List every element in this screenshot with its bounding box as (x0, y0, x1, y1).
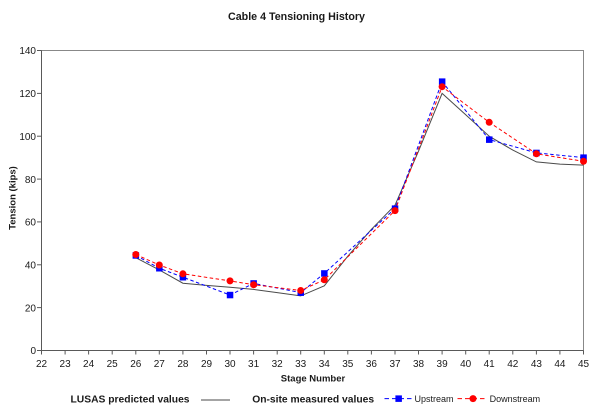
svg-text:Downstream: Downstream (490, 394, 541, 404)
svg-text:On-site measured values: On-site measured values (252, 395, 374, 406)
svg-text:60: 60 (25, 218, 37, 229)
svg-text:33: 33 (295, 359, 307, 370)
svg-text:43: 43 (531, 359, 543, 370)
svg-text:42: 42 (507, 359, 519, 370)
svg-text:0: 0 (30, 346, 36, 357)
svg-text:30: 30 (224, 359, 236, 370)
svg-text:45: 45 (578, 359, 590, 370)
svg-text:44: 44 (554, 359, 566, 370)
svg-text:37: 37 (389, 359, 401, 370)
svg-text:Cable 4 Tensioning History: Cable 4 Tensioning History (228, 11, 365, 23)
svg-text:120: 120 (19, 89, 36, 100)
svg-text:29: 29 (201, 359, 213, 370)
svg-text:23: 23 (60, 359, 72, 370)
svg-text:40: 40 (460, 359, 472, 370)
svg-text:40: 40 (25, 261, 37, 272)
svg-text:32: 32 (272, 359, 284, 370)
svg-text:28: 28 (177, 359, 189, 370)
svg-text:38: 38 (413, 359, 425, 370)
svg-text:Stage Number: Stage Number (281, 374, 346, 385)
svg-text:31: 31 (248, 359, 260, 370)
svg-text:36: 36 (366, 359, 378, 370)
svg-text:41: 41 (484, 359, 496, 370)
svg-text:25: 25 (107, 359, 119, 370)
svg-text:20: 20 (25, 303, 37, 314)
svg-text:34: 34 (319, 359, 331, 370)
svg-text:27: 27 (154, 359, 166, 370)
svg-text:26: 26 (130, 359, 142, 370)
svg-text:Upstream: Upstream (415, 394, 454, 404)
svg-text:LUSAS predicted values: LUSAS predicted values (71, 395, 190, 406)
svg-text:24: 24 (83, 359, 95, 370)
svg-text:35: 35 (342, 359, 354, 370)
svg-text:39: 39 (437, 359, 449, 370)
svg-text:22: 22 (36, 359, 48, 370)
svg-text:Tension (kips): Tension (kips) (8, 166, 19, 230)
svg-text:80: 80 (25, 175, 37, 186)
svg-text:100: 100 (19, 132, 36, 143)
svg-text:140: 140 (19, 46, 36, 57)
